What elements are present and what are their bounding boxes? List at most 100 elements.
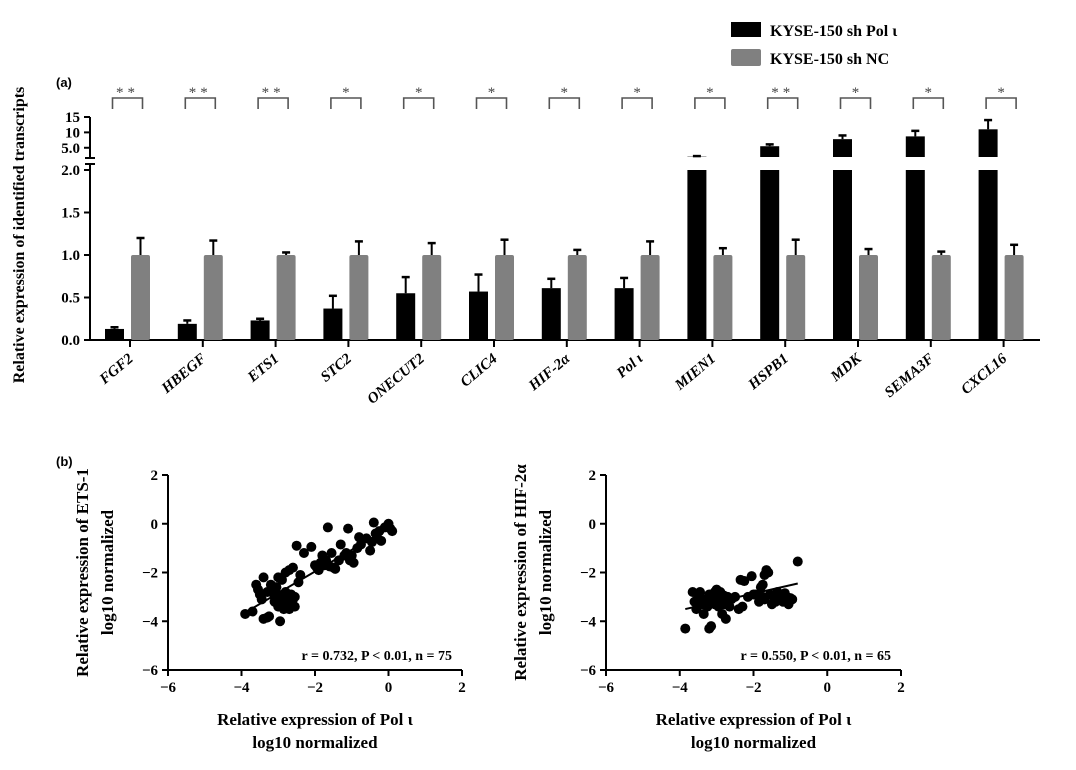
bar-rect [859, 255, 878, 340]
stats-annotation: r = 0.732, P < 0.01, n = 75 [302, 649, 452, 664]
scatter-point [326, 548, 337, 558]
y-tick-label: 0 [151, 517, 159, 533]
x-tick-label: Pol ι [614, 351, 646, 382]
scatter-point [306, 541, 317, 552]
y-axis-subtitle: log10 normalized [536, 509, 555, 635]
x-tick-label: MIEN1 [672, 351, 719, 394]
significance-bracket [402, 97, 435, 109]
scatter-point [330, 563, 341, 574]
bar-rect-upper [905, 136, 925, 157]
bar-sh-nc [640, 240, 660, 340]
y-tick-label: 2.0 [61, 163, 80, 179]
scatter-point [298, 548, 309, 558]
bar-chart-bars [105, 118, 1024, 340]
significance-bracket [766, 97, 799, 109]
y-tick-label: −6 [142, 663, 159, 679]
regression-line [685, 582, 798, 611]
scatter-point [289, 601, 300, 612]
bar-rect [323, 308, 343, 340]
x-tick-label: FGF2 [96, 350, 137, 388]
x-axis-subtitle: log10 normalized [252, 733, 378, 752]
significance-marker: ** [262, 85, 285, 101]
x-tick-label: MDK [827, 350, 865, 386]
bar-rect [422, 255, 442, 340]
scatter-point [322, 522, 333, 533]
scatter-point [295, 569, 306, 580]
bar-rect [567, 255, 587, 340]
scatter-point [365, 545, 376, 556]
x-tick-label: ETS1 [244, 351, 282, 386]
y-tick-label: 0.5 [61, 291, 80, 307]
bar-sh-pol [905, 129, 925, 340]
bar-rect-upper [833, 139, 852, 157]
significance-marker: ** [189, 85, 212, 101]
bar-sh-nc [422, 241, 442, 340]
significance-marker: ** [116, 85, 139, 101]
legend: KYSE-150 sh Pol ι KYSE-150 sh NC [731, 22, 897, 68]
significance-bracket [621, 97, 653, 109]
significance-marker: * [706, 85, 714, 101]
bar-sh-nc [567, 248, 587, 340]
significance-marker: * [561, 85, 569, 101]
bar-sh-nc [276, 251, 296, 340]
bar-sh-pol [760, 143, 780, 340]
x-tick-label: SEMA3F [882, 351, 938, 401]
bar-sh-pol [469, 273, 488, 340]
scatter-point [387, 526, 398, 537]
bar-rect [250, 320, 270, 340]
y-axis-title: Relative expression of HIF-2α [511, 464, 530, 681]
bar-rect [203, 255, 223, 340]
bar-sh-nc [786, 238, 806, 340]
significance-bracket [475, 97, 508, 109]
scatter-hif2a: −6 −4 −2 0 2 2 0 −2 −4 −6 r = 0.550, P < 0.01, n =… [511, 464, 905, 752]
significance-marker: ** [771, 85, 794, 101]
scatter-point [343, 523, 354, 534]
x-tick-label: −4 [672, 680, 689, 696]
scatter-point [680, 623, 691, 634]
scatter-point [289, 591, 300, 602]
scatter-point [376, 535, 387, 546]
y-tick-label: 2 [151, 468, 159, 484]
stats-annotation: r = 0.550, P < 0.01, n = 65 [741, 649, 891, 664]
legend-label-sh-pol: KYSE-150 sh Pol ι [770, 23, 897, 40]
x-tick-label: ONECUT2 [364, 350, 428, 407]
x-tick-label: HBEGF [158, 351, 209, 398]
scatter-point [264, 611, 275, 622]
y-tick-label: −6 [580, 663, 597, 679]
bar-rect [495, 255, 514, 340]
bar-rect [786, 255, 806, 340]
significance-bracket [184, 97, 217, 109]
bar-y-axis-title: Relative expression of identified transc… [11, 87, 28, 384]
panel-label-b: (b) [56, 454, 73, 469]
significance-bracket [111, 97, 144, 109]
y-tick-label: 15 [65, 110, 80, 126]
significance-marker: * [925, 85, 933, 101]
bar-rect [349, 255, 369, 340]
scatter-point [695, 587, 706, 597]
bar-rect [396, 293, 416, 340]
panel-label-a: (a) [56, 75, 72, 90]
scatter-point [787, 594, 798, 605]
significance-marker: * [488, 85, 496, 101]
bar-sh-nc [131, 236, 150, 340]
x-tick-label: −2 [307, 680, 323, 696]
bar-sh-nc [349, 240, 369, 340]
y-tick-label: −4 [580, 614, 597, 630]
x-tick-label: HSPB1 [745, 351, 792, 394]
bar-rect [713, 255, 733, 340]
bar-sh-pol [250, 317, 270, 340]
x-tick-label: −6 [598, 680, 615, 696]
y-tick-label: 1.0 [61, 248, 80, 264]
x-tick-label: CLIC4 [458, 350, 501, 390]
y-tick-label: −2 [142, 566, 158, 582]
scatter-point [275, 616, 286, 627]
significance-marker: * [997, 85, 1005, 101]
scatter-point [719, 590, 729, 601]
bar-chart-x-labels: FGF2 HBEGF ETS1 STC2 ONECUT2 CLIC4 HIF-2α Pol ι… [96, 350, 1010, 407]
scatter-point [291, 540, 302, 551]
bar-rect [131, 255, 150, 340]
scatter-point [746, 571, 757, 582]
significance-bracket [330, 97, 362, 109]
bar-sh-pol [105, 326, 124, 340]
scatter-point [757, 579, 768, 590]
